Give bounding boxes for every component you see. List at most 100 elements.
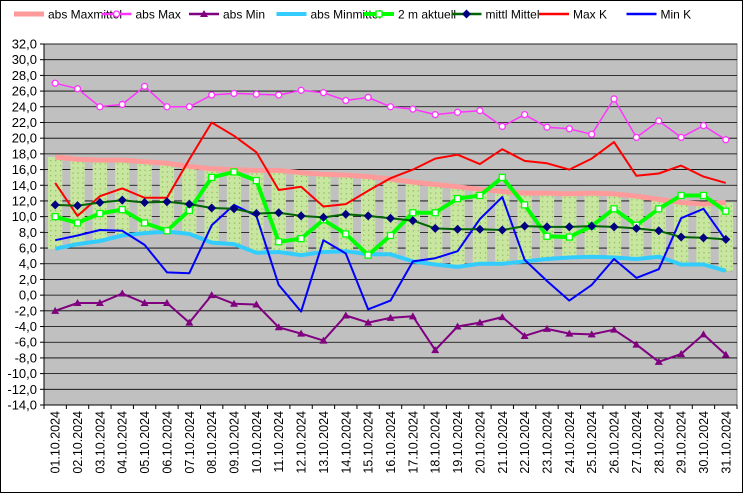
x-tick-label: 01.10.2024 [49,411,63,474]
band-dot [171,176,174,178]
band-dot [295,195,298,198]
band-dot [323,177,325,179]
band-dot [658,247,660,249]
band-dot [117,173,119,175]
band-dot [283,233,285,235]
y-tick-label: -4,0 [15,319,37,334]
band-dot [94,163,97,165]
x-tick-label: 12.10.2024 [295,411,309,474]
band-dot [144,169,146,172]
band-dot [340,233,342,235]
band-dot [407,250,410,252]
band-dot [452,224,454,227]
band-dot [82,167,84,169]
band-dot [452,249,454,252]
band-dot [161,221,164,223]
band-dot [367,184,370,186]
band-dot [569,246,571,249]
band-dot [613,251,616,254]
band-dot [395,191,397,194]
band-dot [273,243,275,245]
band-dot [720,210,722,212]
band-dot [395,241,397,244]
band-dot [395,186,397,189]
series-mittl-mittel-point [140,198,150,208]
band-dot [251,233,253,235]
band-dot [730,270,732,272]
band-dot [675,220,678,222]
series-abs-max-point [140,82,149,91]
band-dot [720,260,722,262]
band-dot [228,237,231,239]
band-dot [94,238,97,240]
band-dot [206,191,208,194]
band-dot [122,228,124,230]
band-dot [350,198,352,200]
band-dot [117,223,119,225]
band-dot [60,215,62,217]
band-dot [440,242,442,244]
band-dot [430,202,432,204]
band-dot [440,217,442,219]
band-dot [55,175,57,177]
band-dot [546,221,549,223]
band-dot [144,189,146,192]
band-dot [283,178,285,180]
band-dot [149,209,151,212]
band-dot [720,235,722,237]
band-dot [698,212,700,214]
band-dot [636,199,638,201]
band-dot [94,218,97,220]
band-dot [636,204,638,206]
band-dot [680,220,683,222]
band-dot [94,228,97,230]
band-dot [541,221,544,223]
band-dot [72,217,74,219]
band-dot [161,186,164,188]
band-dot [300,195,303,198]
series-2-m-aktuell-point [699,191,708,200]
band-dot [233,222,236,224]
band-dot [194,229,196,231]
y-tick-label: -14,0 [7,398,37,413]
band-dot [479,222,482,224]
band-dot [631,229,633,231]
band-dot [77,172,79,174]
band-dot [417,220,420,222]
band-dot [613,196,616,199]
series-2-m-aktuell-point [409,209,417,217]
band-dot [395,251,397,254]
band-dot [703,252,705,254]
band-dot [519,216,521,218]
band-dot [72,227,74,229]
band-dot [462,249,464,252]
band-dot [385,186,387,189]
band-dot [613,201,616,204]
band-dot [641,234,643,236]
band-dot [216,181,218,184]
series-mittl-mittel-point [117,195,127,205]
band-dot [519,256,521,258]
band-dot [564,246,566,249]
series-abs-max-point [297,86,305,94]
band-dot [412,195,415,197]
band-dot [685,225,688,227]
band-dot [586,236,588,238]
band-dot [417,250,420,252]
band-dot [144,209,146,212]
band-dot [55,225,57,227]
band-dot [144,164,146,167]
band-dot [412,200,415,202]
x-tick-label: 22.10.2024 [518,411,532,474]
series-abs-max-point [163,103,171,111]
band-dot [502,254,504,256]
band-dot [440,187,442,189]
band-dot [484,252,487,254]
band-dot [50,175,52,177]
band-dot [82,227,84,229]
band-dot [99,238,102,240]
band-dot [730,220,732,222]
band-dot [161,191,164,193]
band-dot [122,213,124,215]
band-dot [117,193,119,195]
